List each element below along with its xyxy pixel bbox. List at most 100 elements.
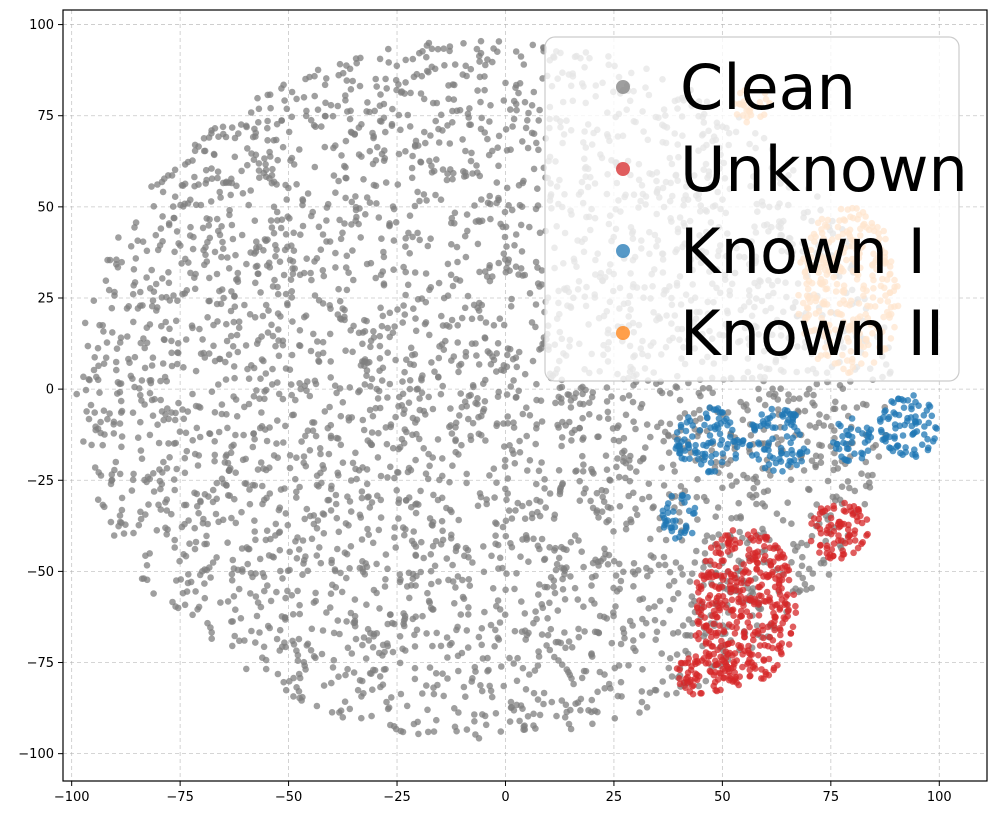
data-point [669, 508, 677, 515]
data-point [115, 234, 122, 241]
data-point [515, 182, 523, 189]
data-point [171, 536, 178, 544]
data-point [902, 448, 909, 456]
data-point [376, 117, 384, 125]
data-point [333, 514, 341, 522]
data-point [706, 432, 714, 439]
data-point [542, 504, 549, 511]
data-point [128, 487, 136, 494]
data-point [513, 570, 520, 577]
data-point [863, 424, 871, 432]
data-point [192, 201, 200, 209]
data-point [376, 404, 384, 412]
data-point [334, 102, 342, 110]
data-point [439, 382, 447, 390]
data-point [788, 520, 795, 527]
data-point [700, 572, 707, 579]
data-point [275, 337, 282, 344]
data-point [647, 535, 654, 543]
data-point [731, 660, 738, 668]
data-point [296, 146, 303, 153]
data-point [174, 340, 182, 347]
data-point [535, 648, 542, 655]
data-point [500, 321, 508, 329]
data-point [227, 191, 234, 199]
data-point [617, 640, 625, 648]
data-point [769, 637, 777, 644]
data-point [294, 657, 302, 664]
data-point [386, 309, 394, 317]
data-point [544, 615, 551, 622]
data-point [214, 174, 221, 182]
data-point [162, 499, 169, 506]
data-point [224, 539, 231, 546]
data-point [153, 527, 161, 534]
data-point [266, 148, 273, 156]
data-point [701, 453, 709, 461]
data-point [630, 489, 637, 497]
data-point [228, 124, 236, 131]
data-point [484, 199, 492, 207]
data-point [244, 365, 251, 373]
data-point [834, 440, 841, 448]
data-point [146, 377, 153, 384]
data-point [614, 455, 621, 462]
data-point [475, 361, 483, 368]
data-point [376, 355, 384, 362]
data-point [191, 173, 198, 181]
data-point [787, 476, 795, 484]
data-point [293, 454, 300, 462]
data-point [408, 164, 416, 172]
data-point [632, 647, 639, 655]
data-point [581, 628, 588, 635]
data-point [259, 482, 266, 490]
data-point [488, 552, 495, 560]
data-point [334, 617, 342, 624]
data-point [267, 597, 275, 605]
data-point [376, 55, 384, 63]
data-point [230, 363, 238, 370]
data-point [370, 328, 377, 335]
data-point [805, 565, 813, 573]
data-point [378, 322, 386, 330]
data-point [155, 439, 163, 447]
data-point [487, 361, 495, 368]
data-point [675, 509, 683, 516]
data-point [899, 432, 907, 439]
data-point [341, 698, 349, 705]
data-point [768, 571, 776, 578]
data-point [217, 300, 225, 308]
data-point [252, 263, 260, 271]
data-point [526, 223, 533, 231]
data-point [423, 630, 430, 637]
data-point [143, 576, 151, 584]
data-point [840, 404, 848, 411]
data-point [447, 405, 454, 412]
data-point [738, 576, 745, 583]
data-point [707, 439, 715, 446]
data-point [493, 368, 500, 375]
data-point [740, 561, 747, 568]
data-point [307, 647, 315, 654]
data-point [778, 436, 785, 444]
data-point [395, 445, 402, 453]
data-point [755, 439, 762, 447]
data-point [251, 517, 258, 524]
data-point [493, 199, 500, 207]
data-point [182, 429, 190, 437]
data-point [347, 543, 355, 550]
data-point [363, 108, 370, 115]
data-point [494, 144, 502, 151]
data-point [327, 485, 335, 493]
data-point [576, 477, 583, 485]
data-point [513, 81, 520, 89]
data-point [728, 623, 736, 631]
data-point [504, 490, 512, 497]
data-point [603, 384, 611, 391]
data-point [297, 231, 304, 238]
data-point [275, 506, 283, 514]
data-point [407, 360, 414, 368]
data-point [439, 166, 447, 173]
data-point [279, 575, 286, 582]
data-point [282, 594, 289, 602]
